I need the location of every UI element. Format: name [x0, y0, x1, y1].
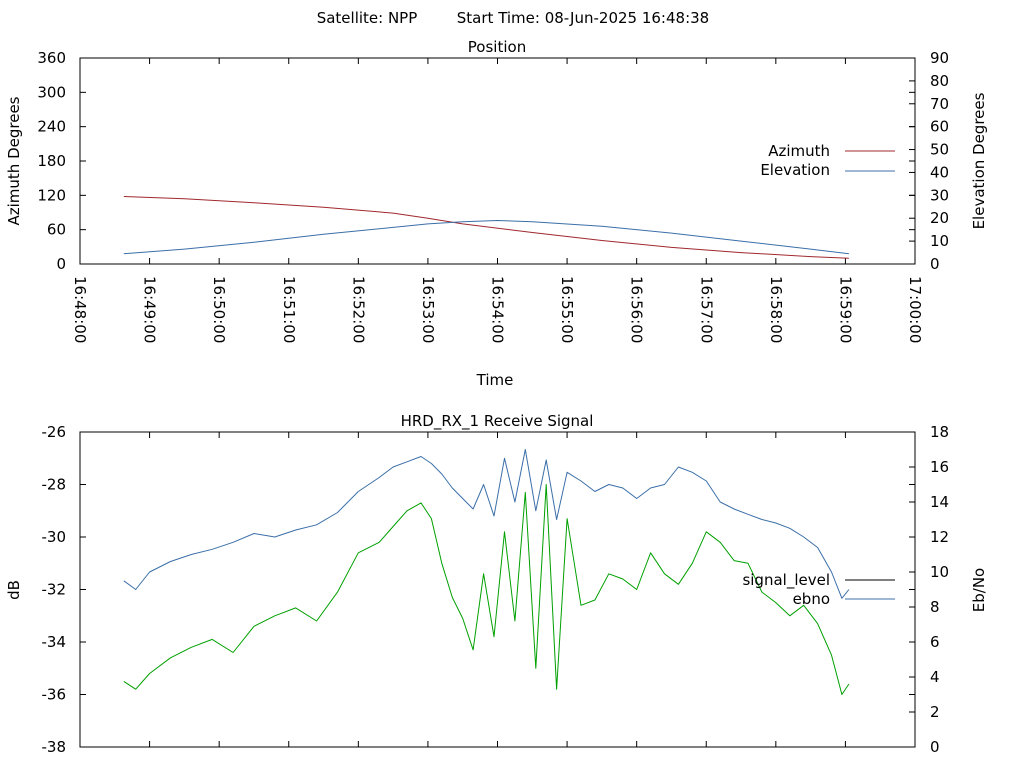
receive-ylabel-left: dB — [5, 580, 23, 600]
right-tick-label: 8 — [930, 598, 940, 616]
series-line-azimuth — [123, 196, 849, 259]
right-tick-label: 40 — [930, 163, 949, 181]
time-tick-label: 16:51:00 — [280, 276, 298, 343]
right-tick-label: 10 — [930, 563, 949, 581]
left-tick-label: -26 — [42, 423, 67, 441]
right-tick-label: 18 — [930, 423, 949, 441]
right-tick-label: 14 — [930, 493, 949, 511]
right-tick-label: 70 — [930, 95, 949, 113]
position-chart: Position 0 60 120 180 240 300 360 0 10 20 30 40 50 6… — [5, 38, 988, 389]
time-tick-label: 16:56:00 — [628, 276, 646, 343]
legend-elevation-label: Elevation — [760, 161, 830, 179]
receive-plot-frame — [79, 431, 916, 748]
position-time-axis: 16:48:00 16:49:00 16:50:00 16:51:00 16:52:00… — [71, 58, 924, 343]
time-tick-label: 16:59:00 — [836, 276, 854, 343]
right-tick-label: 6 — [930, 633, 940, 651]
right-tick-label: 16 — [930, 458, 949, 476]
legend-signal-level-label: signal_level — [742, 571, 830, 590]
right-tick-label: 90 — [930, 49, 949, 67]
series-line-ebno — [123, 449, 850, 599]
right-tick-label: 0 — [930, 255, 940, 273]
right-tick-label: 50 — [930, 141, 949, 159]
right-tick-label: 10 — [930, 232, 949, 250]
right-tick-label: 0 — [930, 738, 940, 756]
position-left-axis: 0 60 120 180 240 300 360 — [37, 49, 915, 273]
position-ylabel-left: Azimuth Degrees — [5, 96, 23, 225]
time-tick-label: 16:49:00 — [141, 276, 159, 343]
series-line-signal-level — [123, 484, 850, 695]
position-ylabel-right: Elevation Degrees — [970, 92, 988, 229]
position-chart-title: Position — [468, 38, 526, 56]
time-tick-label: 16:50:00 — [210, 276, 228, 343]
right-tick-label: 4 — [930, 668, 940, 686]
position-legend: Azimuth Elevation — [760, 142, 895, 179]
receive-right-axis: 0 2 4 6 8 10 12 14 16 18 — [909, 423, 949, 756]
position-xlabel: Time — [476, 371, 514, 389]
left-tick-label: -36 — [42, 686, 67, 704]
left-tick-label: 120 — [37, 186, 66, 204]
left-tick-label: -38 — [42, 738, 67, 756]
receive-time-axis — [79, 432, 916, 747]
left-tick-label: -32 — [42, 581, 67, 599]
time-tick-label: 16:58:00 — [767, 276, 785, 343]
receive-chart-title: HRD_RX_1 Receive Signal — [401, 412, 594, 431]
receive-signal-chart: HRD_RX_1 Receive Signal -38-36-34-32-30-… — [5, 412, 988, 756]
left-tick-label: 60 — [47, 221, 66, 239]
left-tick-label: 300 — [37, 83, 66, 101]
right-tick-label: 20 — [930, 209, 949, 227]
time-tick-label: 16:55:00 — [558, 276, 576, 343]
time-tick-label: 17:00:00 — [906, 276, 924, 343]
series-line-elevation — [123, 220, 849, 255]
legend-azimuth-label: Azimuth — [768, 142, 830, 160]
left-tick-label: 0 — [56, 255, 66, 273]
start-time-label: Start Time: 08-Jun-2025 16:48:38 — [457, 9, 709, 27]
legend-ebno-label: ebno — [793, 590, 830, 608]
left-tick-label: 240 — [37, 118, 66, 136]
right-tick-label: 12 — [930, 528, 949, 546]
receive-ylabel-right: Eb/No — [970, 568, 988, 612]
time-tick-label: 16:54:00 — [489, 276, 507, 343]
left-tick-label: -34 — [42, 633, 67, 651]
left-tick-label: -30 — [42, 528, 67, 546]
position-right-axis: 0 10 20 30 40 50 60 70 80 90 — [909, 49, 949, 273]
left-tick-label: 360 — [37, 49, 66, 67]
time-tick-label: 16:53:00 — [419, 276, 437, 343]
receive-legend: signal_level ebno — [742, 571, 895, 608]
receive-series-lines — [123, 449, 850, 695]
left-tick-label: -28 — [42, 476, 67, 494]
right-tick-label: 80 — [930, 72, 949, 90]
time-tick-label: 16:57:00 — [697, 276, 715, 343]
right-tick-label: 60 — [930, 118, 949, 136]
receive-left-axis: -38 -36 -34 -32 -30 -28 -26 — [42, 423, 915, 756]
position-series-lines — [123, 196, 849, 259]
time-tick-label: 16:48:00 — [71, 276, 89, 343]
left-tick-label: 180 — [37, 152, 66, 170]
right-tick-label: 2 — [930, 703, 940, 721]
satellite-label: Satellite: NPP — [317, 9, 418, 27]
time-tick-label: 16:52:00 — [349, 276, 367, 343]
right-tick-label: 30 — [930, 186, 949, 204]
